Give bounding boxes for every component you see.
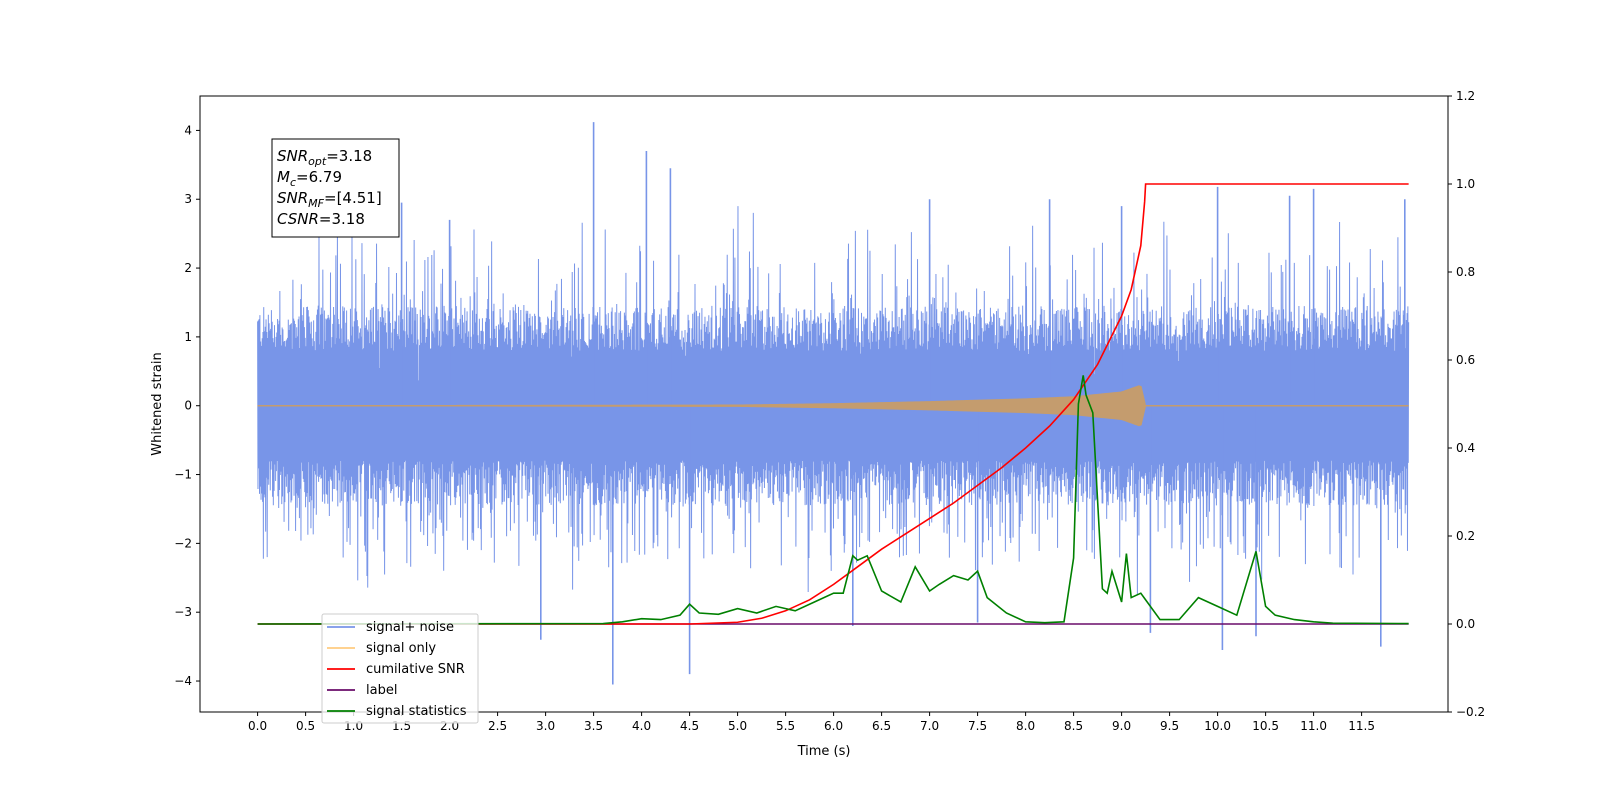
annotation-value: =[4.51]: [324, 189, 382, 207]
legend: signal+ noise signal only cumilative SNR la…: [321, 613, 479, 724]
annotation-symbol: SNR: [277, 147, 308, 165]
y-tick-label: 2: [184, 261, 192, 275]
y-tick-label: 4: [184, 123, 192, 137]
x-tick-label: 5.0: [728, 719, 747, 733]
legend-label: signal+ noise: [366, 620, 454, 635]
annotation-symbol: M: [277, 168, 290, 186]
x-tick-label: 2.5: [488, 719, 507, 733]
annotation-value: =3.18: [319, 210, 365, 228]
y-right-tick-label: 0.0: [1456, 617, 1475, 631]
signal-noise-line: [257, 206, 1410, 596]
x-tick-label: 9.5: [1160, 719, 1179, 733]
x-tick-label: 10.5: [1252, 719, 1279, 733]
annotation-box: SNRopt=3.18 Mc=6.79 SNRMF=[4.51] CSNR=3.18: [271, 138, 400, 238]
legend-label: label: [366, 683, 397, 698]
annotation-subscript: MF: [308, 197, 324, 210]
y-right-tick-label: 0.2: [1456, 529, 1475, 543]
y-right-tick-label: 0.4: [1456, 441, 1475, 455]
y-right-tick-label: −0.2: [1456, 705, 1485, 719]
series-signal-only: [257, 385, 1409, 427]
y-tick-label: 3: [184, 192, 192, 206]
annotation-subscript: opt: [308, 155, 327, 168]
x-tick-label: 10.0: [1204, 719, 1231, 733]
annotation-value: =6.79: [296, 168, 342, 186]
x-tick-label: 9.0: [1112, 719, 1131, 733]
x-tick-label: 7.0: [920, 719, 939, 733]
series-cumilative-snr: [257, 183, 1409, 625]
x-tick-label: 4.0: [632, 719, 651, 733]
legend-label: cumilative SNR: [366, 662, 465, 677]
x-tick-label: 6.5: [872, 719, 891, 733]
y-tick-label: 1: [184, 330, 192, 344]
y-axis-label: Whitened strain: [150, 352, 165, 455]
x-tick-label: 7.5: [968, 719, 987, 733]
legend-label: signal only: [366, 641, 436, 656]
x-tick-label: 8.0: [1016, 719, 1035, 733]
legend-label: signal statistics: [366, 704, 467, 719]
x-tick-label: 3.5: [584, 719, 603, 733]
y-tick-label: 0: [184, 399, 192, 413]
series-signal-noise: [257, 122, 1410, 685]
y-tick-label: −3: [174, 605, 192, 619]
y-tick-label: −1: [174, 468, 192, 482]
x-tick-label: 6.0: [824, 719, 843, 733]
annotation-value: =3.18: [326, 147, 372, 165]
plot-frame: [199, 95, 1449, 713]
x-axis-label: Time (s): [797, 744, 851, 759]
x-tick-label: 0.0: [248, 719, 267, 733]
y-right-tick-label: 1.2: [1456, 89, 1475, 103]
x-tick-label: 4.5: [680, 719, 699, 733]
x-tick-label: 3.0: [536, 719, 555, 733]
annotation-text: SNRopt=3.18 Mc=6.79 SNRMF=[4.51] CSNR=3.18: [277, 147, 382, 228]
y-right-tick-label: 0.6: [1456, 353, 1475, 367]
annotation-symbol: SNR: [277, 189, 308, 207]
x-tick-label: 11.5: [1348, 719, 1375, 733]
series-signal-statistics: [257, 375, 1409, 625]
y-right-tick-label: 1.0: [1456, 177, 1475, 191]
y-right-tick-label: 0.8: [1456, 265, 1475, 279]
x-tick-label: 11.0: [1300, 719, 1327, 733]
annotation-subscript: c: [290, 176, 296, 189]
x-tick-label: 0.5: [296, 719, 315, 733]
x-tick-label: 8.5: [1064, 719, 1083, 733]
y-axis-ticks: −4 −3 −2 −1 0 1 2 3 4: [174, 123, 200, 688]
y-tick-label: −4: [174, 674, 192, 688]
y-right-axis-ticks: −0.2 0.0 0.2 0.4 0.6 0.8 1.0 1.2: [1448, 89, 1485, 719]
annotation-symbol: CSNR: [277, 210, 319, 228]
y-tick-label: −2: [174, 536, 192, 550]
x-tick-label: 5.5: [776, 719, 795, 733]
